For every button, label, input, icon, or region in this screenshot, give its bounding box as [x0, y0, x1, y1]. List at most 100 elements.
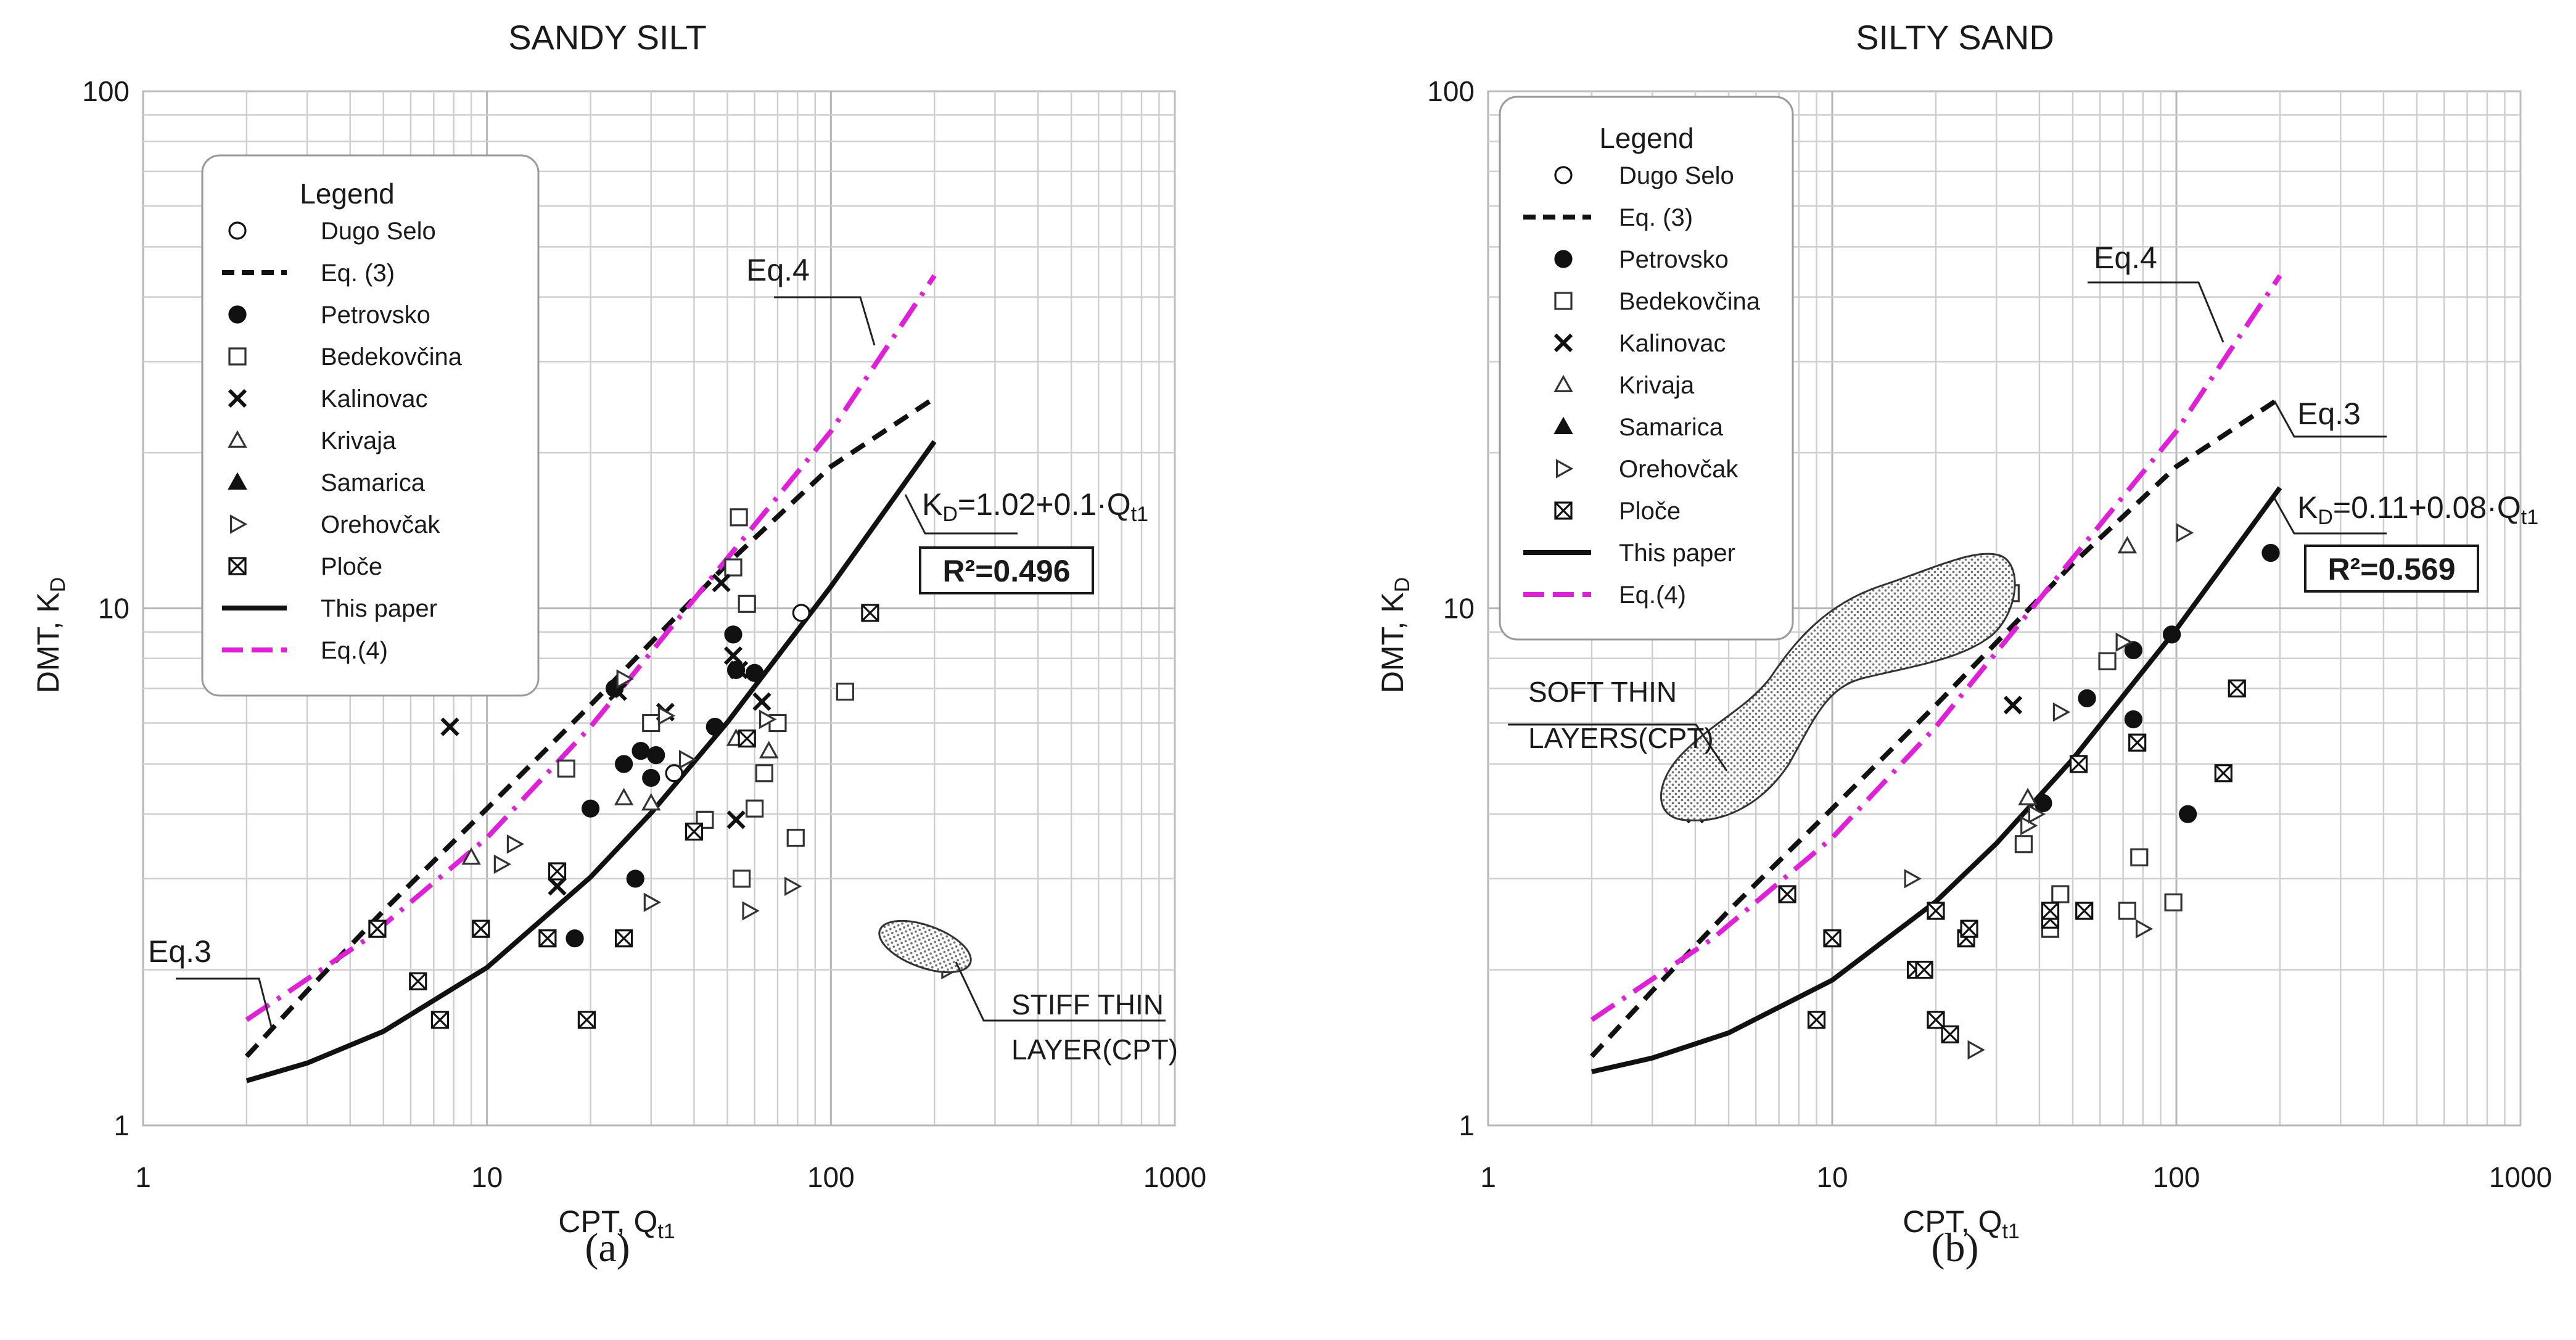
r2-value: R²=0.496 — [942, 554, 1070, 588]
legend-item: This paper — [1523, 540, 1735, 567]
chart-title: SILTY SAND — [1856, 18, 2054, 57]
legend-marker — [228, 430, 247, 448]
y-tick-label: 10 — [1443, 593, 1475, 625]
legend-label: Orehovčak — [321, 511, 440, 538]
point-krivaja — [2018, 787, 2038, 805]
legend-item: Dugo Selo — [228, 218, 436, 245]
point-orehov-ak — [2028, 804, 2046, 824]
legend-label: Bedekovčina — [1619, 288, 1761, 315]
point-petrovsko — [614, 755, 633, 773]
point-plo-e — [685, 822, 704, 841]
point-kalinovac — [712, 573, 731, 593]
legend-label: Petrovsko — [321, 302, 430, 329]
point-plo-e — [2128, 733, 2147, 752]
eq4-label: Eq.4 — [746, 253, 810, 287]
point-plo-e — [1960, 919, 1978, 938]
point-bedekov-ina — [732, 869, 751, 888]
legend-frame — [201, 154, 540, 697]
point-petrovsko — [581, 799, 600, 818]
point-plo-e — [1807, 1011, 1826, 1029]
point-krivaja — [614, 787, 634, 805]
point-bedekov-ina — [642, 713, 660, 733]
y-axis-label-sub: D — [1391, 577, 1414, 593]
legend-item: Eq. (3) — [1523, 204, 1693, 231]
point-plo-e — [409, 972, 427, 990]
legend-marker — [1553, 333, 1573, 353]
point-plo-e — [738, 730, 756, 748]
point-kalinovac — [729, 660, 749, 680]
legend-label: Ploče — [1619, 498, 1681, 525]
legend-label: Dugo Selo — [321, 218, 436, 245]
point-bedekov-ina — [755, 764, 773, 783]
point-bedekov-ina — [836, 683, 855, 701]
panel-label: (a) — [585, 1225, 630, 1270]
soft-layers-label-2: LAYERS(CPT) — [1528, 722, 1714, 754]
point-kalinovac — [608, 682, 627, 701]
point-orehov-ak — [759, 709, 777, 730]
point-plo-e — [1941, 1025, 1959, 1043]
x-axis-label-main: CPT, Q — [1903, 1204, 2002, 1239]
fit-equation: KD=1.02+0.1·Qt1 — [922, 487, 1148, 526]
point-dugo-selo — [665, 764, 683, 783]
point-petrovsko — [566, 929, 584, 948]
eq3-label: Eq.3 — [148, 934, 212, 969]
legend-item: Samarica — [228, 469, 426, 496]
legend-item: Eq. (3) — [222, 260, 395, 287]
legend-marker — [228, 347, 247, 366]
legend-marker — [1554, 501, 1573, 520]
fit-eq-k: K — [2297, 490, 2318, 525]
legend-label: Krivaja — [321, 427, 397, 454]
legend-item: Orehovčak — [230, 511, 440, 538]
r2-value: R²=0.569 — [2327, 552, 2455, 586]
stiff-layer-region — [878, 919, 972, 974]
point-plo-e — [2069, 755, 2088, 773]
legend-title: Legend — [1599, 122, 1694, 154]
legend-item: Bedekovčina — [1554, 288, 1761, 315]
point-bedekov-ina — [746, 799, 764, 818]
point-orehov-ak — [493, 854, 512, 874]
legend-item: Krivaja — [1553, 372, 1695, 399]
legend-marker — [228, 221, 247, 240]
x-tick-label: 1000 — [1143, 1161, 1206, 1193]
y-tick-label: 1 — [113, 1109, 130, 1141]
line-eq-4- — [245, 274, 937, 1022]
point-bedekov-ina — [2014, 835, 2033, 853]
x-tick-label: 100 — [807, 1161, 855, 1193]
point-petrovsko — [2124, 641, 2142, 659]
fit-eq-sub: D — [2318, 506, 2333, 529]
legend-label: Eq. (3) — [1619, 204, 1693, 231]
point-plo-e — [1915, 960, 1933, 979]
eq4-leader — [2088, 281, 2224, 343]
point-kalinovac — [752, 692, 772, 711]
legend-marker — [230, 514, 248, 534]
legend-marker — [1554, 250, 1573, 268]
point-petrovsko — [2034, 794, 2052, 813]
fit-equation: KD=0.11+0.08·Qt1 — [2297, 490, 2538, 529]
y-tick-label: 1 — [1459, 1109, 1475, 1141]
legend-label: This paper — [321, 595, 437, 622]
legend-label: Petrovsko — [1619, 246, 1729, 273]
legend-item: Orehovčak — [1556, 456, 1739, 483]
x-tick-label: 1000 — [2489, 1161, 2552, 1193]
point-plo-e — [2041, 902, 2060, 920]
legend-marker — [1553, 374, 1573, 393]
point-kalinovac — [2003, 696, 2023, 715]
point-dugo-selo — [792, 604, 810, 622]
fit-lines — [244, 274, 937, 1083]
point-krivaja — [641, 793, 661, 811]
legend-label: Eq.(4) — [1619, 582, 1686, 609]
legend-item: Kalinovac — [1553, 330, 1726, 357]
legend: Legend Dugo Selo Eq. (3) Petrovsko Bedekovč… — [1499, 96, 1794, 641]
point-krivaja — [461, 847, 481, 865]
legend-label: Bedekovčina — [321, 343, 463, 371]
point-petrovsko — [726, 660, 746, 680]
legend-item: Kalinovac — [228, 385, 427, 413]
point-petrovsko — [626, 869, 644, 888]
stiff-layer-leader — [955, 961, 1166, 1022]
fit-eq-leader — [904, 494, 1018, 535]
point-bedekov-ina — [2130, 848, 2149, 866]
y-tick-label: 100 — [82, 75, 130, 107]
legend-marker — [1553, 416, 1573, 435]
stiff-layer-label-2: LAYER(CPT) — [1011, 1034, 1178, 1066]
